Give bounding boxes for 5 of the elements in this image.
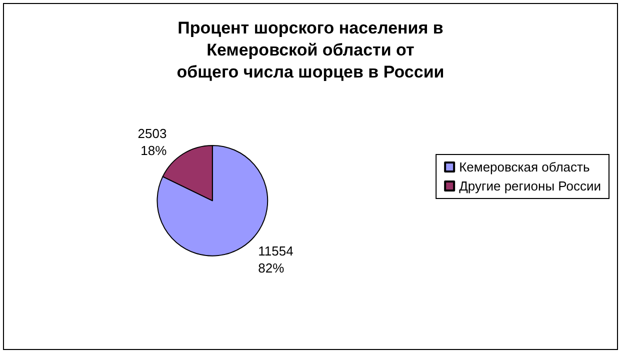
data-label: 2503 18% — [138, 126, 168, 158]
data-label: 11554 82% — [258, 243, 294, 276]
legend-label: Кемеровская область — [459, 160, 590, 174]
chart-title: Процент шорского населения в Кемеровской области от общего числа шорцев в России — [176, 18, 444, 82]
legend-label: Другие регионы России — [459, 178, 602, 194]
